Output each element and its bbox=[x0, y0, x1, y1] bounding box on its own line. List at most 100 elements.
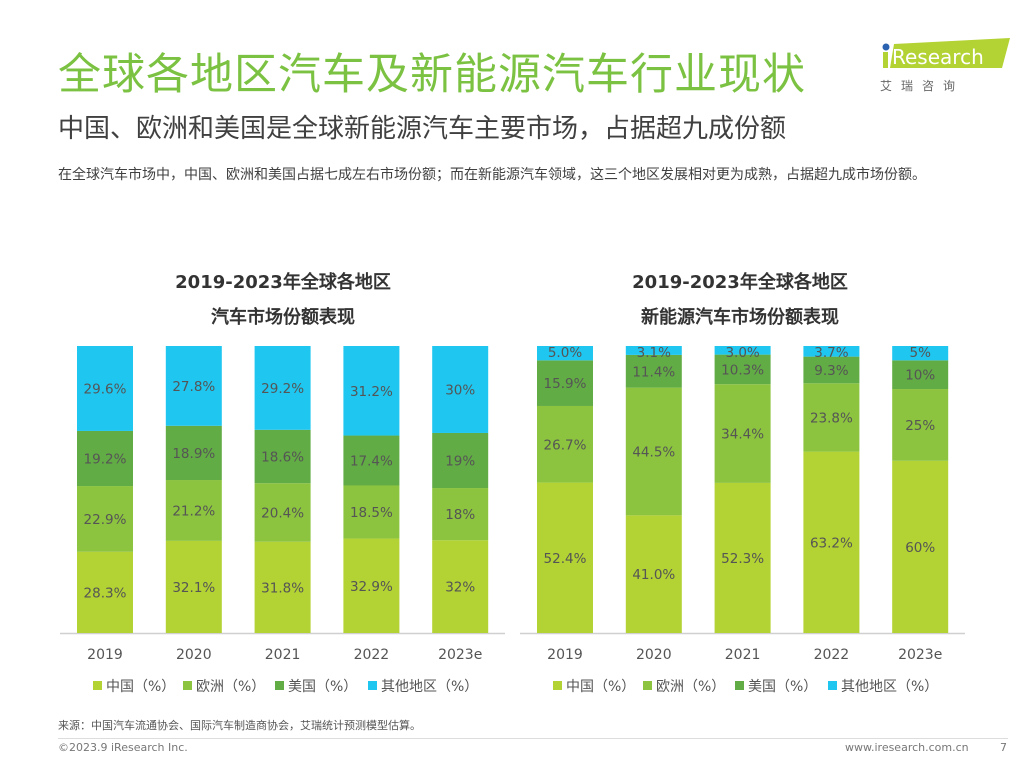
legend-swatch bbox=[183, 681, 192, 690]
bar-segment-2021-1 bbox=[254, 483, 311, 542]
data-label: 32% bbox=[445, 580, 475, 596]
bar-segment-2020-3 bbox=[165, 346, 222, 426]
x-tick-label: 2022 bbox=[814, 647, 850, 663]
bar-segment-2020-1 bbox=[165, 480, 222, 541]
x-tick-label: 2022 bbox=[354, 647, 390, 663]
bar-segment-2020-1 bbox=[625, 387, 682, 516]
bar-segment-2019-0 bbox=[77, 551, 133, 633]
x-tick-label: 2019 bbox=[547, 647, 583, 663]
bar-segment-2021-2 bbox=[254, 429, 311, 484]
legend-swatch bbox=[735, 681, 744, 690]
data-label: 25% bbox=[905, 418, 935, 434]
legend-label: 其他地区（%） bbox=[381, 679, 478, 695]
legend-label: 其他地区（%） bbox=[841, 679, 938, 695]
x-tick-label: 2021 bbox=[265, 647, 301, 663]
chart1-title-line2: 汽车市场份额表现 bbox=[211, 307, 355, 328]
bar-segment-2022-2 bbox=[343, 435, 400, 486]
data-label: 5% bbox=[909, 345, 931, 361]
data-label: 10% bbox=[905, 368, 935, 384]
data-label: 11.4% bbox=[632, 364, 675, 380]
bar-segment-2023e-3 bbox=[892, 346, 949, 361]
data-label: 32.1% bbox=[172, 580, 215, 596]
bar-segment-2021-1 bbox=[714, 384, 771, 483]
website-link[interactable]: www.iresearch.com.cn bbox=[845, 741, 969, 754]
data-label: 9.3% bbox=[814, 363, 848, 379]
legend-swatch bbox=[93, 681, 102, 690]
bar-segment-2021-0 bbox=[254, 541, 311, 633]
svg-text:艾瑞咨询: 艾瑞咨询 bbox=[880, 78, 964, 93]
copyright: ©2023.9 iResearch Inc. bbox=[58, 741, 188, 754]
bar-segment-2023e-0 bbox=[892, 460, 949, 633]
legend-swatch bbox=[368, 681, 377, 690]
svg-text:Research: Research bbox=[892, 45, 984, 69]
bar-segment-2022-1 bbox=[803, 383, 860, 452]
data-label: 26.7% bbox=[544, 437, 587, 453]
bar-segment-2019-2 bbox=[77, 430, 133, 487]
bar-segment-2023e-1 bbox=[432, 488, 489, 541]
legend-label: 美国（%） bbox=[288, 679, 357, 695]
legend-swatch bbox=[275, 681, 284, 690]
data-label: 17.4% bbox=[350, 454, 393, 470]
data-label: 21.2% bbox=[172, 503, 215, 519]
chart1-title-line1: 2019-2023年全球各地区 bbox=[175, 272, 391, 293]
source-note: 来源：中国汽车流通协会、国际汽车制造商协会，艾瑞统计预测模型估算。 bbox=[58, 719, 421, 732]
x-tick-label: 2023e bbox=[438, 647, 482, 663]
data-label: 29.6% bbox=[84, 381, 127, 397]
data-label: 60% bbox=[905, 540, 935, 556]
legend-label: 美国（%） bbox=[748, 679, 817, 695]
legend-label: 欧洲（%） bbox=[196, 679, 265, 695]
bar-segment-2020-2 bbox=[165, 425, 222, 481]
x-tick-label: 2021 bbox=[725, 647, 761, 663]
data-label: 19.2% bbox=[84, 452, 127, 468]
car-market-share-chart: 28.3% 22.9% 19.2% 29.6% 2019 32.1% 21.2% 18.9% 2… bbox=[60, 346, 505, 695]
legend-swatch bbox=[643, 681, 652, 690]
data-label: 52.3% bbox=[721, 551, 764, 567]
bar-segment-2021-2 bbox=[714, 354, 771, 385]
bar-segment-2023e-1 bbox=[892, 389, 949, 461]
data-label: 3.0% bbox=[725, 345, 759, 361]
x-tick-label: 2020 bbox=[636, 647, 672, 663]
bar-segment-2020-3 bbox=[625, 346, 682, 355]
description: 在全球汽车市场中，中国、欧洲和美国占据七成左右市场份额；而在新能源汽车领域，这三… bbox=[58, 167, 926, 183]
data-label: 22.9% bbox=[84, 512, 127, 528]
data-label: 30% bbox=[445, 382, 475, 398]
bar-segment-2019-3 bbox=[77, 346, 133, 431]
data-label: 15.9% bbox=[544, 376, 587, 392]
data-label: 63.2% bbox=[810, 535, 853, 551]
data-label: 19% bbox=[445, 454, 475, 470]
data-label: 31.2% bbox=[350, 384, 393, 400]
data-label: 52.4% bbox=[544, 551, 587, 567]
bar-segment-2019-1 bbox=[77, 486, 133, 552]
bar-segment-2023e-0 bbox=[432, 540, 489, 633]
nev-market-share-chart: 52.4% 26.7% 15.9% 5.0% 2019 41.0% 44.5% 11.4% 3.… bbox=[520, 345, 965, 695]
data-label: 31.8% bbox=[261, 580, 304, 596]
chart2-title-line2: 新能源汽车市场份额表现 bbox=[641, 307, 839, 328]
bar-segment-2021-3 bbox=[714, 346, 771, 355]
footer-divider bbox=[58, 738, 1008, 739]
bar-segment-2022-1 bbox=[343, 485, 400, 539]
page-title: 全球各地区汽车及新能源汽车行业现状 bbox=[58, 50, 806, 100]
data-label: 28.3% bbox=[84, 585, 127, 601]
x-tick-label: 2019 bbox=[87, 647, 123, 663]
legend-label: 中国（%） bbox=[106, 679, 175, 695]
bar-segment-2020-0 bbox=[165, 540, 222, 633]
data-label: 18.6% bbox=[261, 449, 304, 465]
bar-segment-2021-0 bbox=[714, 482, 771, 633]
legend-label: 欧洲（%） bbox=[656, 679, 725, 695]
bar-segment-2022-3 bbox=[803, 346, 860, 357]
bar-segment-2019-3 bbox=[537, 346, 593, 361]
page-number: 7 bbox=[1000, 741, 1007, 754]
data-label: 23.8% bbox=[810, 410, 853, 426]
bar-segment-2022-2 bbox=[803, 356, 860, 384]
data-label: 41.0% bbox=[632, 567, 675, 583]
data-label: 10.3% bbox=[721, 362, 764, 378]
data-label: 3.1% bbox=[637, 345, 671, 361]
data-label: 29.2% bbox=[261, 381, 304, 397]
iresearch-logo: Research 艾瑞咨询 bbox=[880, 38, 1010, 93]
bar-segment-2019-0 bbox=[537, 482, 593, 633]
chart2-title-line1: 2019-2023年全球各地区 bbox=[632, 272, 848, 293]
data-label: 32.9% bbox=[350, 579, 393, 595]
data-label: 20.4% bbox=[261, 505, 304, 521]
data-label: 3.7% bbox=[814, 345, 848, 361]
bar-segment-2019-2 bbox=[537, 360, 593, 406]
